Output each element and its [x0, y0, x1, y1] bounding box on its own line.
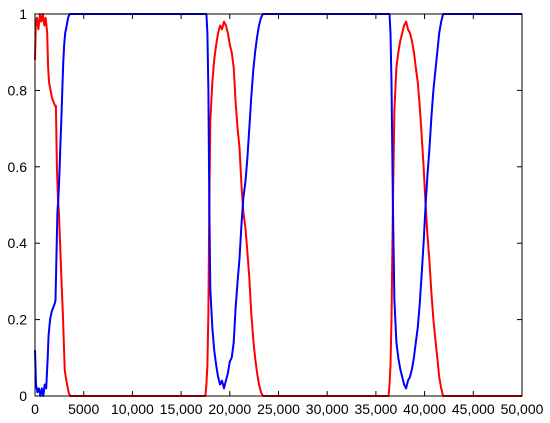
x-tick-label: 45,000	[452, 401, 495, 417]
x-tick-label: 20,000	[208, 401, 251, 417]
x-tick-label: 0	[31, 401, 39, 417]
x-tick-label: 10,000	[111, 401, 154, 417]
y-tick-label: 1	[19, 6, 27, 22]
series-line-1	[34, 13, 522, 397]
series-layer	[34, 13, 522, 397]
y-tick-label: 0	[19, 388, 27, 404]
x-tick-label: 15,000	[160, 401, 203, 417]
y-tick-label: 0.6	[8, 159, 28, 175]
y-tick-label: 0.8	[8, 82, 28, 98]
y-axis: 0 0.2 0.4 0.6 0.8 1	[8, 6, 522, 404]
x-tick-label: 40,000	[403, 401, 446, 417]
x-tick-label: 35,000	[354, 401, 397, 417]
x-tick-label: 25,000	[257, 401, 300, 417]
series-line-2	[34, 13, 522, 397]
y-tick-label: 0.4	[8, 235, 28, 251]
x-tick-label: 30,000	[306, 401, 349, 417]
x-axis: 0 5000 10,000 15,000 20,000 25,000 30,000 35,00…	[31, 14, 544, 417]
plot-frame	[34, 13, 523, 397]
x-tick-label: 50,000	[501, 401, 544, 417]
x-tick-label: 5000	[68, 401, 99, 417]
y-tick-label: 0.2	[8, 312, 28, 328]
